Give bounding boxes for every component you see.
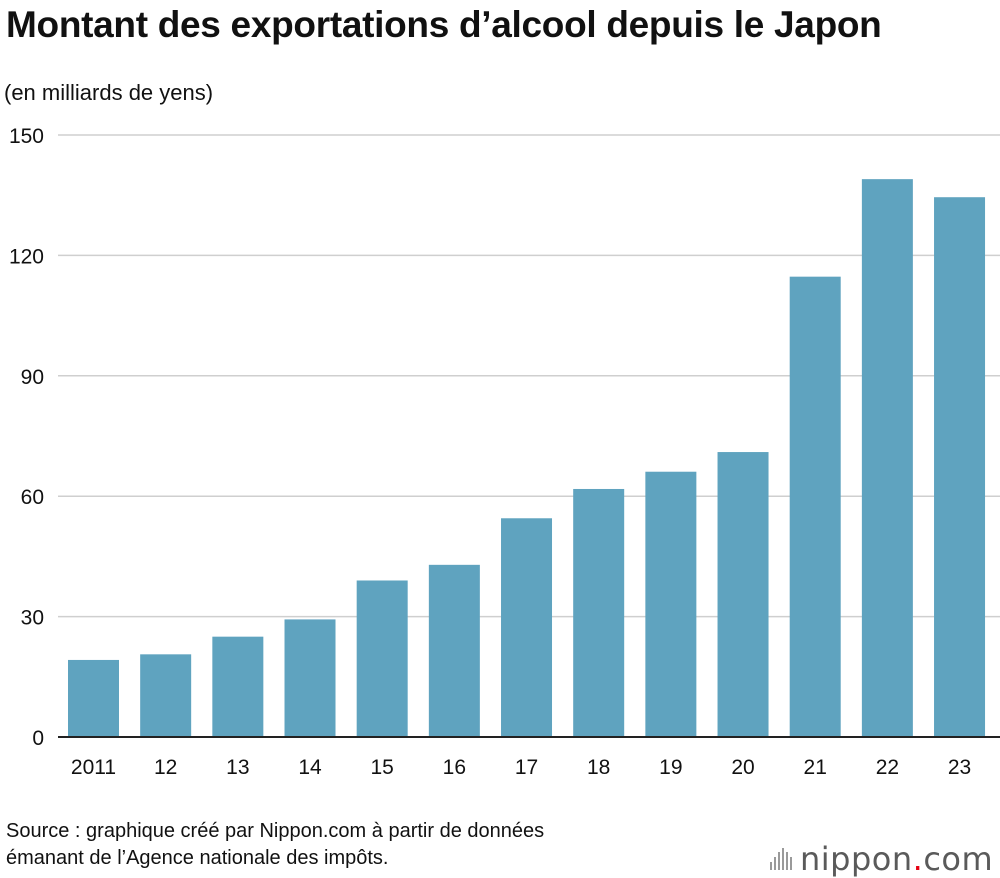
logo-mark-icon xyxy=(770,848,792,870)
bar-21 xyxy=(789,276,841,737)
x-tick-label-16: 16 xyxy=(443,756,466,779)
bar-20 xyxy=(717,452,769,737)
logo-dot: . xyxy=(912,840,924,878)
bar-16 xyxy=(428,564,480,737)
bar-18 xyxy=(573,488,625,737)
y-axis-unit-label: (en milliards de yens) xyxy=(4,80,214,105)
x-tick-label-18: 18 xyxy=(587,756,610,779)
source-note: Source : graphique créé par Nippon.com à… xyxy=(6,818,544,872)
y-tick-label-90: 90 xyxy=(21,366,44,389)
x-tick-label-20: 20 xyxy=(731,756,754,779)
bar-13 xyxy=(212,636,264,737)
source-line-2: émanant de l’Agence nationale des impôts… xyxy=(6,847,389,869)
bar-15 xyxy=(356,580,408,737)
logo-suffix: com xyxy=(923,840,994,878)
x-tick-label-19: 19 xyxy=(659,756,682,779)
x-tick-label-14: 14 xyxy=(298,756,322,779)
bar-14 xyxy=(284,619,336,737)
x-tick-label-21: 21 xyxy=(804,756,827,779)
x-tick-label-13: 13 xyxy=(226,756,249,779)
x-tick-label-22: 22 xyxy=(876,756,899,779)
x-tick-label-2011: 2011 xyxy=(71,756,116,779)
bar-chart: 0 30 60 90 120 150 2011 12 13 14 15 16 17 18 19 20 21 22 2… xyxy=(9,125,1000,779)
y-tick-label-60: 60 xyxy=(21,486,44,509)
x-tick-label-15: 15 xyxy=(371,756,394,779)
bar-23 xyxy=(934,197,986,737)
logo-wordmark: nippon xyxy=(800,840,913,878)
source-line-1: Source : graphique créé par Nippon.com à… xyxy=(6,820,545,842)
bar-2011 xyxy=(68,659,119,737)
x-tick-label-12: 12 xyxy=(154,756,177,779)
y-tick-label-0: 0 xyxy=(32,727,44,750)
y-tick-label-150: 150 xyxy=(9,125,44,148)
bar-12 xyxy=(140,654,192,737)
y-tick-label-120: 120 xyxy=(9,245,44,268)
nippon-logo: nippon. com xyxy=(770,840,993,878)
bar-19 xyxy=(645,471,697,737)
chart-title: Montant des exportations d’alcool depuis… xyxy=(6,4,882,45)
bar-22 xyxy=(861,179,913,737)
x-tick-label-23: 23 xyxy=(948,756,971,779)
y-tick-label-30: 30 xyxy=(21,607,44,630)
x-tick-label-17: 17 xyxy=(515,756,538,779)
bar-17 xyxy=(501,518,553,737)
